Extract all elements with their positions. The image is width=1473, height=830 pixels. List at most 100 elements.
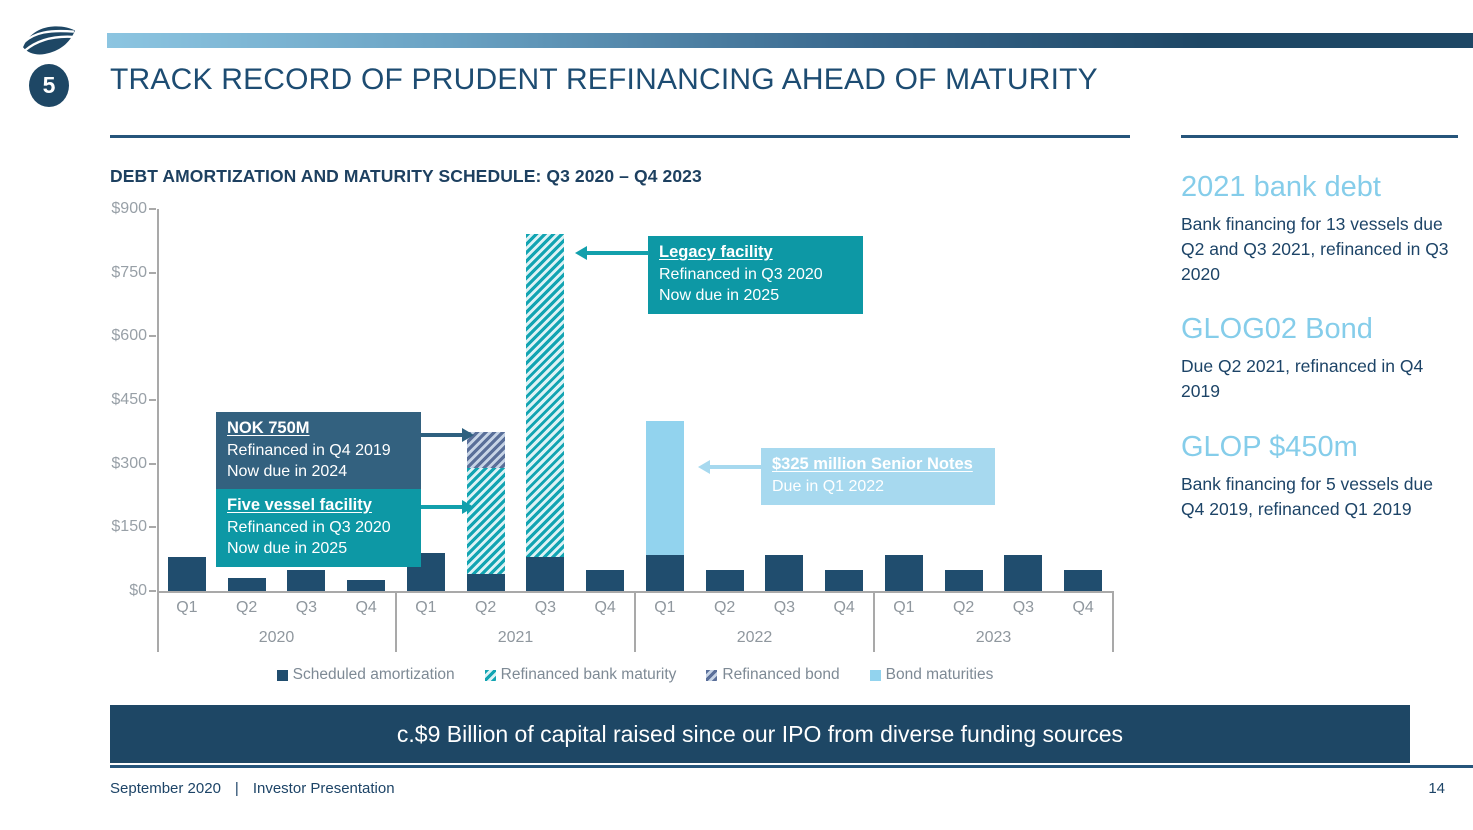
x-year-separator	[873, 591, 875, 652]
x-year-separator	[1112, 591, 1114, 652]
bar-segment	[884, 554, 923, 591]
footer-divider	[110, 765, 1473, 768]
x-quarter-label: Q1	[415, 599, 437, 616]
x-quarter-label: Q3	[1012, 599, 1035, 616]
x-year-separator	[395, 591, 397, 652]
bar-segment	[466, 467, 505, 575]
bar-segment	[944, 569, 983, 591]
legend-item: Scheduled amortization	[276, 666, 455, 684]
x-year-label: 2023	[975, 629, 1012, 646]
title-divider	[110, 135, 1130, 138]
key-message-banner: c.$9 Billion of capital raised since our…	[110, 705, 1410, 763]
chart-legend: Scheduled amortization Refinanced bank ma…	[157, 666, 1113, 684]
x-quarter-label: Q1	[654, 599, 676, 616]
callout-line: Refinanced in Q3 2020	[227, 519, 391, 536]
x-quarter-label: Q4	[833, 599, 855, 616]
sidebar-body: Due Q2 2021, refinanced in Q4 2019	[1181, 356, 1424, 401]
bar-segment	[466, 574, 505, 591]
callout-arrow-right	[421, 500, 474, 514]
bar-segment	[526, 557, 565, 591]
sidebar-heading: GLOP $450m	[1181, 431, 1358, 463]
sidebar-heading: GLOG02 Bond	[1181, 313, 1373, 345]
bar-segment	[287, 569, 326, 591]
legend-swatch	[869, 669, 881, 681]
sidebar-body: Bank financing for 13 vessels due Q2 and…	[1181, 214, 1449, 284]
wave-logo-icon	[23, 26, 75, 55]
footer: September 2020 | Investor Presentation	[110, 780, 395, 797]
footer-separator: |	[234, 780, 239, 797]
y-tick-mark	[149, 462, 156, 465]
x-quarter-label: Q3	[295, 599, 318, 616]
y-tick-mark	[149, 590, 156, 592]
bar-segment	[1064, 569, 1103, 591]
bar-segment	[825, 569, 864, 591]
callout-legacy-facility: Legacy facility Refinanced in Q3 2020 No…	[648, 236, 863, 314]
legend-swatch	[484, 669, 496, 681]
x-year-label: 2022	[736, 629, 773, 646]
y-tick-mark	[149, 399, 156, 401]
bar-segment	[526, 234, 565, 558]
top-gradient-bar	[107, 33, 1473, 48]
sidebar-divider	[1181, 135, 1458, 138]
legend-label: Scheduled amortization	[292, 666, 455, 683]
sidebar-body: Bank financing for 5 vessels due Q4 2019…	[1181, 474, 1433, 519]
y-tick-mark	[149, 271, 156, 274]
footer-label: Investor Presentation	[252, 780, 395, 797]
x-quarter-label: Q2	[474, 599, 497, 616]
y-tick-label: $600	[111, 327, 147, 345]
x-quarter-label: Q1	[176, 599, 198, 616]
footer-date: September 2020	[110, 780, 221, 797]
bar-segment	[645, 421, 684, 555]
callout-senior-notes: $325 million Senior Notes Due in Q1 2022	[761, 448, 995, 505]
legend-swatch	[276, 669, 288, 681]
callout-arrow-left	[575, 246, 649, 260]
legend-label: Refinanced bond	[722, 666, 840, 683]
bar-segment	[705, 569, 744, 591]
y-tick-mark	[149, 335, 156, 338]
legend-label: Refinanced bank maturity	[500, 666, 677, 683]
bar-segment	[227, 578, 266, 591]
sidebar-item-glop-450m: GLOP $450m Bank financing for 5 vessels …	[1181, 429, 1461, 522]
x-year-separator	[634, 591, 636, 652]
x-quarter-label: Q2	[235, 599, 258, 616]
callout-line: Now due in 2024	[227, 463, 348, 480]
page-title: TRACK RECORD OF PRUDENT REFINANCING AHEA…	[110, 63, 1098, 96]
page-number: 14	[1428, 780, 1445, 797]
x-year-label: 2021	[497, 629, 534, 646]
callout-line: Refinanced in Q3 2020	[659, 266, 823, 283]
y-tick-label: $150	[111, 518, 147, 536]
bar-segment	[167, 557, 206, 591]
bar-segment	[645, 554, 684, 591]
legend-item: Refinanced bond	[706, 666, 840, 684]
x-quarter-label: Q4	[355, 599, 377, 616]
callout-line: Due in Q1 2022	[772, 478, 885, 495]
x-quarter-label: Q4	[594, 599, 616, 616]
legend-item: Bond maturities	[869, 666, 993, 684]
sidebar-item-glog02-bond: GLOG02 Bond Due Q2 2021, refinanced in Q…	[1181, 311, 1461, 404]
y-tick-mark	[149, 526, 156, 529]
bar-segment	[586, 569, 625, 591]
callout-line: Refinanced in Q4 2019	[227, 442, 391, 459]
x-year-label: 2020	[258, 629, 295, 646]
bar-segment	[765, 554, 804, 591]
y-tick-label: $300	[111, 454, 147, 472]
callout-line: Now due in 2025	[227, 540, 348, 557]
x-quarter-label: Q4	[1072, 599, 1094, 616]
x-quarter-label: Q1	[893, 599, 915, 616]
legend-swatch	[706, 669, 718, 681]
y-tick-label: $0	[129, 582, 147, 599]
callout-arrow-right	[421, 428, 474, 442]
callout-title: $325 million Senior Notes	[772, 455, 973, 473]
x-quarter-label: Q2	[713, 599, 736, 616]
sidebar-item-2021-bank-debt: 2021 bank debt Bank financing for 13 ves…	[1181, 169, 1461, 287]
callout-title: Legacy facility	[659, 243, 773, 261]
slide-number-badge: 5	[29, 64, 69, 107]
y-tick-label: $450	[111, 391, 147, 408]
y-tick-label: $750	[111, 263, 147, 281]
callout-title: Five vessel facility	[227, 496, 372, 514]
chart-title: DEBT AMORTIZATION AND MATURITY SCHEDULE:…	[110, 166, 702, 186]
y-tick-mark	[149, 208, 156, 210]
callout-line: Now due in 2025	[659, 287, 780, 304]
callout-nok-750m: NOK 750M Refinanced in Q4 2019 Now due i…	[216, 412, 421, 490]
bar-segment	[347, 580, 386, 591]
